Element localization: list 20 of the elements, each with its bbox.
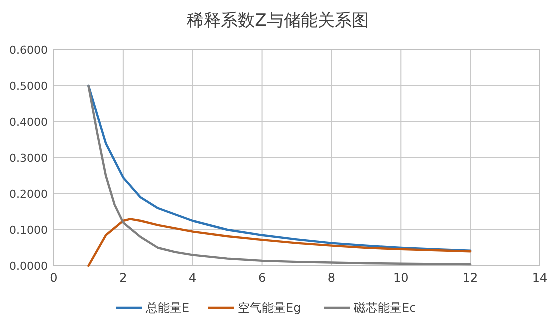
y-tick-label: 0.6000: [10, 44, 48, 57]
legend-label: 空气能量Eg: [238, 301, 302, 315]
y-tick-label: 0.2000: [10, 188, 48, 201]
x-tick-label: 6: [258, 271, 266, 285]
x-tick-label: 10: [394, 271, 409, 285]
y-tick-label: 0.4000: [10, 116, 48, 129]
x-tick-label: 12: [462, 271, 478, 285]
x-tick-label: 14: [532, 271, 548, 285]
y-tick-label: 0.0000: [10, 260, 48, 273]
legend-label: 磁芯能量Ec: [353, 301, 416, 315]
y-tick-label: 0.5000: [10, 80, 48, 93]
x-tick-label: 4: [189, 271, 197, 285]
legend-label: 总能量E: [145, 301, 190, 315]
line-series: [88, 218, 472, 268]
x-tick-label: 2: [120, 271, 128, 285]
y-tick-label: 0.3000: [10, 152, 48, 165]
x-tick-label: 8: [328, 271, 336, 285]
chart-title: 稀释系数Z与储能关系图: [187, 11, 369, 31]
x-tick-label: 0: [50, 271, 58, 285]
y-tick-label: 0.1000: [10, 224, 48, 237]
